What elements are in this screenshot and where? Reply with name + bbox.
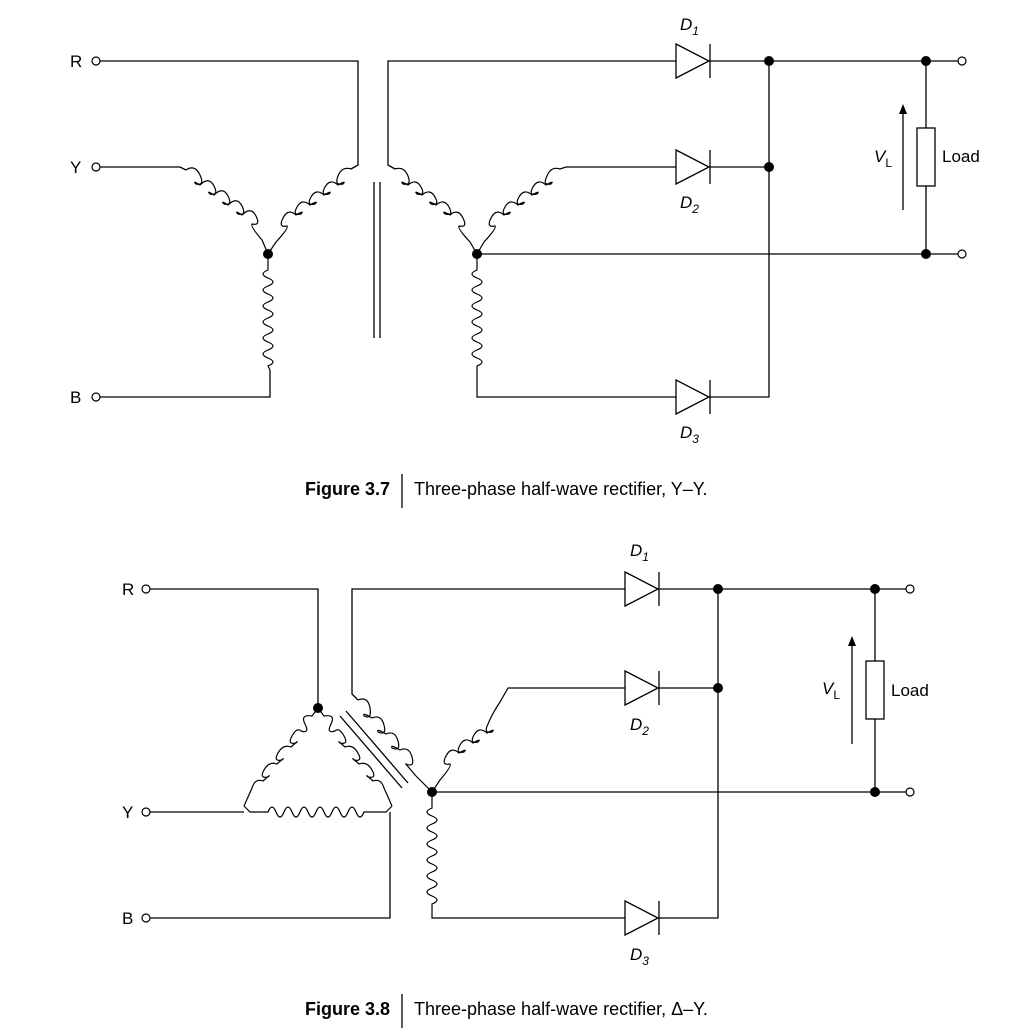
secondary-winding-y bbox=[476, 166, 676, 255]
figure-caption: Three-phase half-wave rectifier, Y–Y. bbox=[414, 479, 708, 499]
diode-d1 bbox=[675, 42, 711, 80]
input-label-r: R bbox=[122, 580, 134, 599]
input-label-y: Y bbox=[70, 158, 81, 177]
input-terminal-y bbox=[91, 162, 101, 172]
delta-winding-left bbox=[243, 707, 319, 807]
diode-label-d1: D1 bbox=[680, 15, 699, 38]
figure-number: Figure 3.8 bbox=[305, 999, 390, 1019]
diode-label-d1: D1 bbox=[630, 541, 649, 564]
secondary-winding-r bbox=[357, 698, 433, 793]
figure-3-8: R Y B D bbox=[122, 541, 929, 1028]
load-label: Load bbox=[942, 147, 980, 166]
voltage-label-vl: VL bbox=[822, 679, 840, 702]
input-label-y: Y bbox=[122, 803, 133, 822]
primary-winding-b bbox=[262, 254, 274, 371]
input-terminal-y bbox=[141, 807, 151, 817]
junction-node bbox=[870, 787, 880, 797]
primary-neutral-node bbox=[263, 249, 273, 259]
delta-node bbox=[313, 703, 323, 713]
input-terminal-b bbox=[91, 392, 101, 402]
diode-d2 bbox=[624, 669, 660, 707]
input-terminal-b bbox=[141, 913, 151, 923]
figure-caption: Three-phase half-wave rectifier, Δ–Y. bbox=[414, 999, 708, 1019]
load-resistor bbox=[916, 127, 936, 187]
secondary-winding-b bbox=[426, 792, 625, 919]
output-bus bbox=[710, 60, 958, 398]
junction-node bbox=[764, 56, 774, 66]
figure-3-7: R Y B D bbox=[70, 15, 980, 508]
primary-winding-y bbox=[185, 167, 269, 255]
junction-node bbox=[921, 56, 931, 66]
diode-d3 bbox=[675, 378, 711, 416]
input-terminal-r bbox=[141, 584, 151, 594]
junction-node bbox=[764, 162, 774, 172]
secondary-lead-r bbox=[351, 588, 625, 701]
junction-node bbox=[921, 249, 931, 259]
secondary-winding-r bbox=[394, 167, 478, 255]
input-label-r: R bbox=[70, 52, 82, 71]
figure-number: Figure 3.7 bbox=[305, 479, 390, 499]
diode-label-d3: D3 bbox=[680, 423, 699, 446]
secondary-lead-r bbox=[387, 60, 676, 170]
secondary-winding-b bbox=[471, 254, 676, 398]
input-terminal-r bbox=[91, 56, 101, 66]
load-label: Load bbox=[891, 681, 929, 700]
primary-winding-r bbox=[267, 167, 352, 255]
output-bus bbox=[659, 588, 906, 919]
input-label-b: B bbox=[70, 388, 81, 407]
diode-label-d3: D3 bbox=[630, 945, 649, 968]
diode-label-d2: D2 bbox=[630, 715, 649, 738]
output-terminal-negative bbox=[957, 249, 967, 259]
output-terminal-negative bbox=[905, 787, 915, 797]
delta-winding-bottom bbox=[243, 805, 393, 818]
secondary-winding-y bbox=[431, 687, 625, 793]
output-terminal-positive bbox=[905, 584, 915, 594]
primary-wiring bbox=[100, 60, 359, 398]
diode-label-d2: D2 bbox=[680, 193, 699, 216]
junction-node bbox=[870, 584, 880, 594]
diode-d1 bbox=[624, 570, 660, 608]
primary-wiring bbox=[150, 588, 391, 919]
voltage-arrow-head bbox=[899, 104, 907, 114]
junction-node bbox=[713, 584, 723, 594]
transformer-core-line bbox=[345, 710, 409, 784]
diode-d2 bbox=[675, 148, 711, 186]
load-resistor bbox=[865, 660, 885, 720]
delta-winding-right bbox=[317, 707, 393, 807]
output-terminal-positive bbox=[957, 56, 967, 66]
diode-d3 bbox=[624, 899, 660, 937]
voltage-arrow-head bbox=[848, 636, 856, 646]
input-label-b: B bbox=[122, 909, 133, 928]
transformer-core-line bbox=[339, 715, 403, 789]
voltage-label-vl: VL bbox=[874, 147, 892, 170]
junction-node bbox=[713, 683, 723, 693]
